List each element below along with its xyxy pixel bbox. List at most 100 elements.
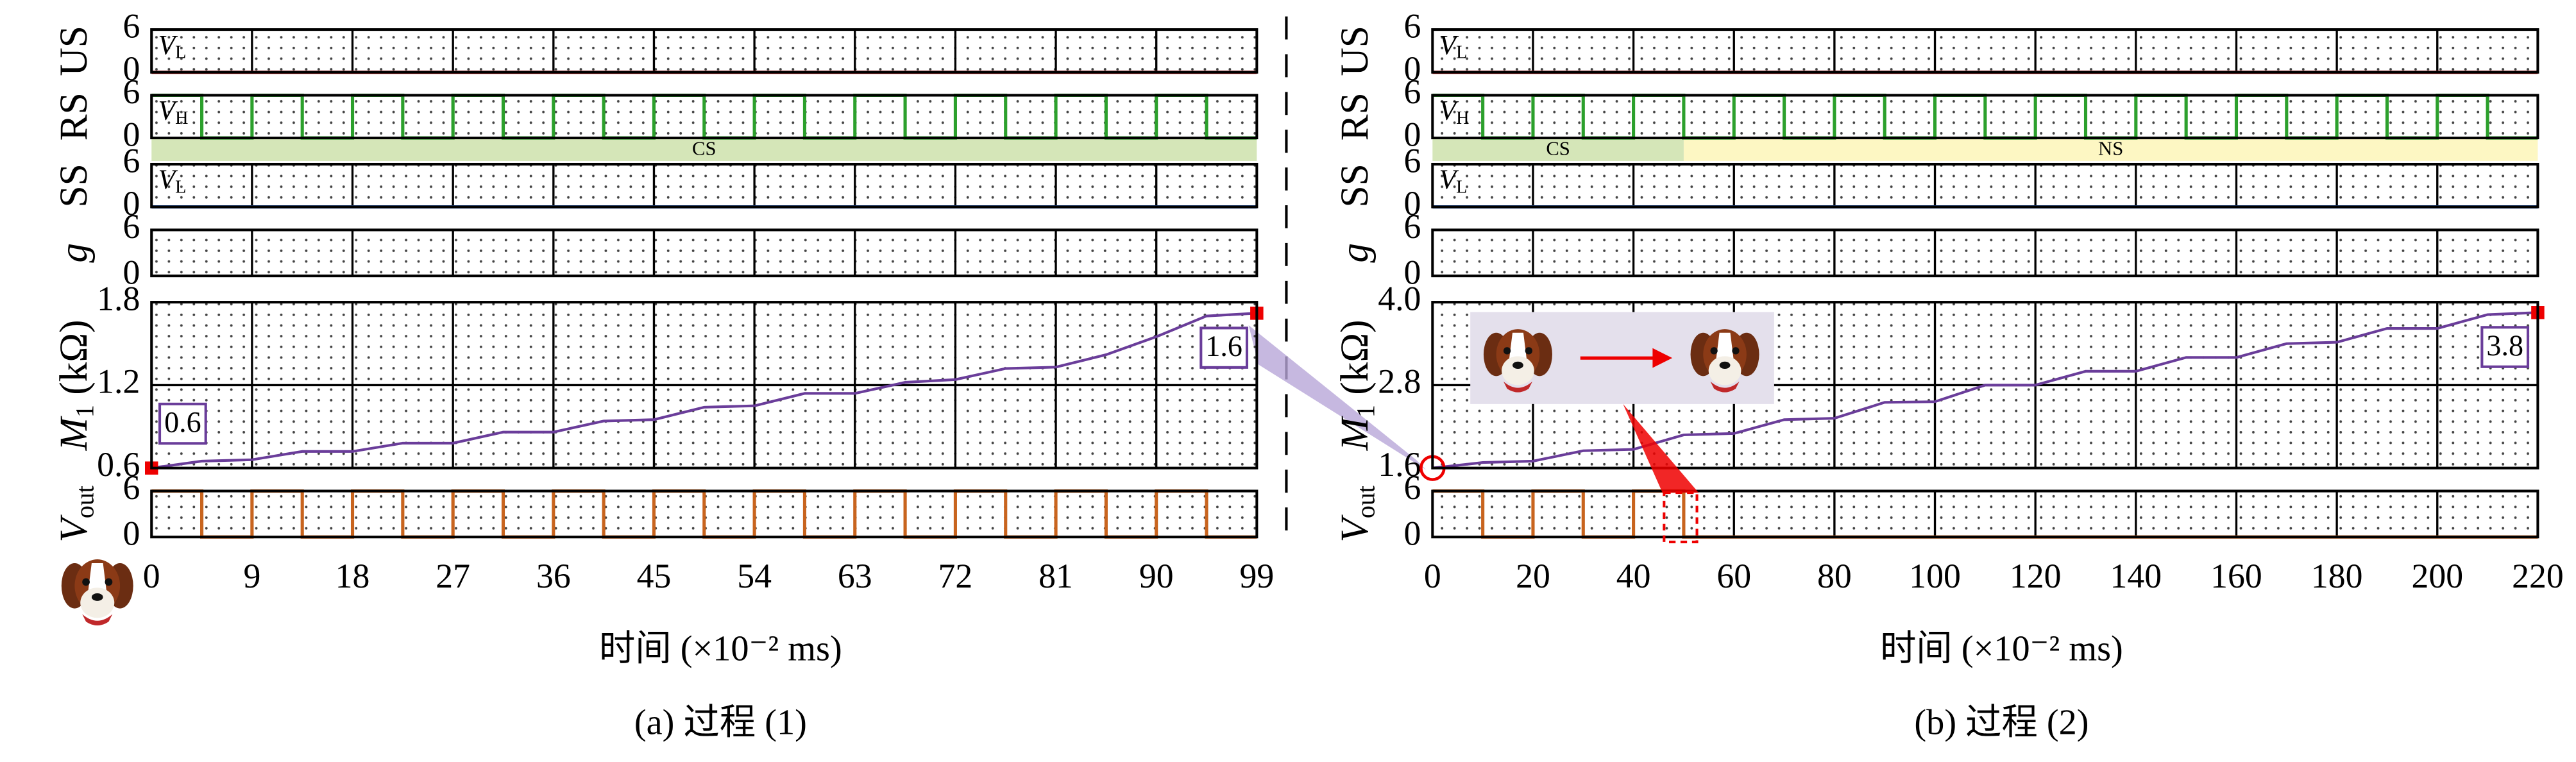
level-main: V bbox=[158, 30, 178, 60]
annotation-box bbox=[1199, 326, 1249, 369]
series-line bbox=[1432, 93, 2538, 140]
plot-frame bbox=[150, 94, 1258, 140]
x-tick-label: 80 bbox=[1817, 557, 1852, 595]
series-line bbox=[151, 312, 1257, 470]
plot-frame bbox=[150, 489, 1258, 539]
x-tick-label: 220 bbox=[2512, 557, 2564, 595]
x-tick-label: 9 bbox=[243, 557, 260, 595]
band-label: CS bbox=[692, 137, 716, 159]
plot-frame bbox=[150, 162, 1258, 208]
y-tick-label: 1.8 bbox=[97, 279, 140, 318]
level-main: V bbox=[1439, 96, 1459, 126]
x-axis-label: 时间 (×10⁻² ms) bbox=[1880, 629, 2123, 668]
level-sub: H bbox=[1456, 108, 1469, 128]
axis-label: US bbox=[52, 26, 96, 76]
plot-frame bbox=[1431, 94, 2539, 140]
annotation-box bbox=[2480, 326, 2530, 368]
y-tick-label: 6 bbox=[1404, 141, 1421, 180]
x-tick-label: 40 bbox=[1616, 557, 1651, 595]
y-tick-label: 0 bbox=[123, 253, 140, 291]
y-tick-label: 0 bbox=[123, 49, 140, 88]
arrowhead bbox=[1652, 348, 1673, 368]
caption: (a) 过程 (1) bbox=[634, 703, 807, 743]
annotation: 1.6 bbox=[1205, 330, 1242, 362]
x-tick-label: 18 bbox=[335, 557, 370, 595]
x-tick-label: 160 bbox=[2210, 557, 2262, 595]
band bbox=[1432, 138, 1684, 161]
annotation-box bbox=[158, 402, 207, 445]
label-main: SS bbox=[52, 164, 96, 207]
x-tick-label: 54 bbox=[737, 557, 772, 595]
plot-frame bbox=[150, 28, 1258, 74]
x-tick-label: 72 bbox=[938, 557, 973, 595]
zoom-connector bbox=[1248, 325, 1427, 470]
label-main: M bbox=[1333, 416, 1377, 451]
x-axis-label: 时间 (×10⁻² ms) bbox=[599, 629, 842, 668]
label-unit: (kΩ) bbox=[52, 319, 96, 405]
level-sub: L bbox=[175, 178, 186, 198]
plot-frame bbox=[150, 228, 1258, 278]
series-line bbox=[1432, 489, 2538, 539]
y-tick-label: 0 bbox=[1404, 253, 1421, 291]
level-main: V bbox=[158, 164, 178, 195]
caption: (b) 过程 (2) bbox=[1914, 703, 2089, 743]
y-tick-label: 4.0 bbox=[1378, 279, 1421, 318]
dog-icon bbox=[61, 559, 133, 626]
y-tick-label: 6 bbox=[123, 6, 140, 45]
plot-area bbox=[151, 164, 1257, 207]
annotation: 0.6 bbox=[164, 406, 201, 439]
label-sub: 1 bbox=[1352, 405, 1380, 418]
y-tick-label: 0.6 bbox=[97, 445, 140, 484]
series-line bbox=[151, 489, 1257, 539]
x-tick-label: 20 bbox=[1516, 557, 1550, 595]
x-tick-label: 90 bbox=[1139, 557, 1174, 595]
level-label: VH bbox=[1439, 96, 1470, 129]
x-tick-label: 140 bbox=[2110, 557, 2162, 595]
label-unit: (kΩ) bbox=[1333, 319, 1377, 405]
y-tick-label: 0 bbox=[123, 514, 140, 553]
plot-area bbox=[151, 230, 1257, 276]
axis-label: g bbox=[52, 243, 96, 263]
level-label: VL bbox=[158, 164, 186, 198]
y-tick-label: 0 bbox=[1404, 115, 1421, 153]
y-tick-label: 1.2 bbox=[97, 362, 140, 401]
axis-label: Vout bbox=[1333, 486, 1380, 543]
y-tick-label: 0 bbox=[1404, 514, 1421, 553]
plot-area bbox=[1432, 164, 2538, 207]
axis-label: M1 (kΩ) bbox=[52, 319, 99, 451]
y-tick-label: 6 bbox=[123, 141, 140, 180]
axis-label: g bbox=[1333, 243, 1377, 263]
plot-frame bbox=[1431, 28, 2539, 74]
annotation: 3.8 bbox=[2486, 329, 2523, 362]
axis-label: SS bbox=[52, 164, 96, 207]
label-main: RS bbox=[52, 92, 96, 140]
x-tick-label: 100 bbox=[1909, 557, 1961, 595]
y-tick-label: 6 bbox=[123, 468, 140, 507]
label-main: V bbox=[52, 514, 96, 543]
x-tick-label: 36 bbox=[536, 557, 571, 595]
x-tick-label: 120 bbox=[2010, 557, 2062, 595]
level-sub: L bbox=[175, 43, 186, 63]
y-tick-label: 1.6 bbox=[1378, 445, 1421, 484]
axis-label: RS bbox=[1333, 92, 1377, 140]
band-label: CS bbox=[1546, 137, 1570, 159]
axis-label: US bbox=[1333, 26, 1377, 76]
plot-frame bbox=[1431, 162, 2539, 208]
y-tick-label: 0 bbox=[1404, 49, 1421, 88]
x-tick-label: 60 bbox=[1716, 557, 1751, 595]
level-label: VH bbox=[158, 96, 188, 129]
plot-area bbox=[1432, 30, 2538, 72]
x-tick-label: 200 bbox=[2411, 557, 2463, 595]
axis-label: M1 (kΩ) bbox=[1333, 319, 1380, 451]
y-tick-label: 6 bbox=[1404, 468, 1421, 507]
plot-frame bbox=[150, 301, 1258, 470]
y-tick-label: 0 bbox=[123, 184, 140, 223]
axis-label: SS bbox=[1333, 164, 1377, 207]
label-main: M bbox=[52, 416, 96, 451]
plot-area bbox=[1432, 230, 2538, 276]
label-sub: out bbox=[1352, 486, 1380, 518]
band-label: NS bbox=[2098, 137, 2123, 159]
level-sub: L bbox=[1456, 178, 1467, 198]
